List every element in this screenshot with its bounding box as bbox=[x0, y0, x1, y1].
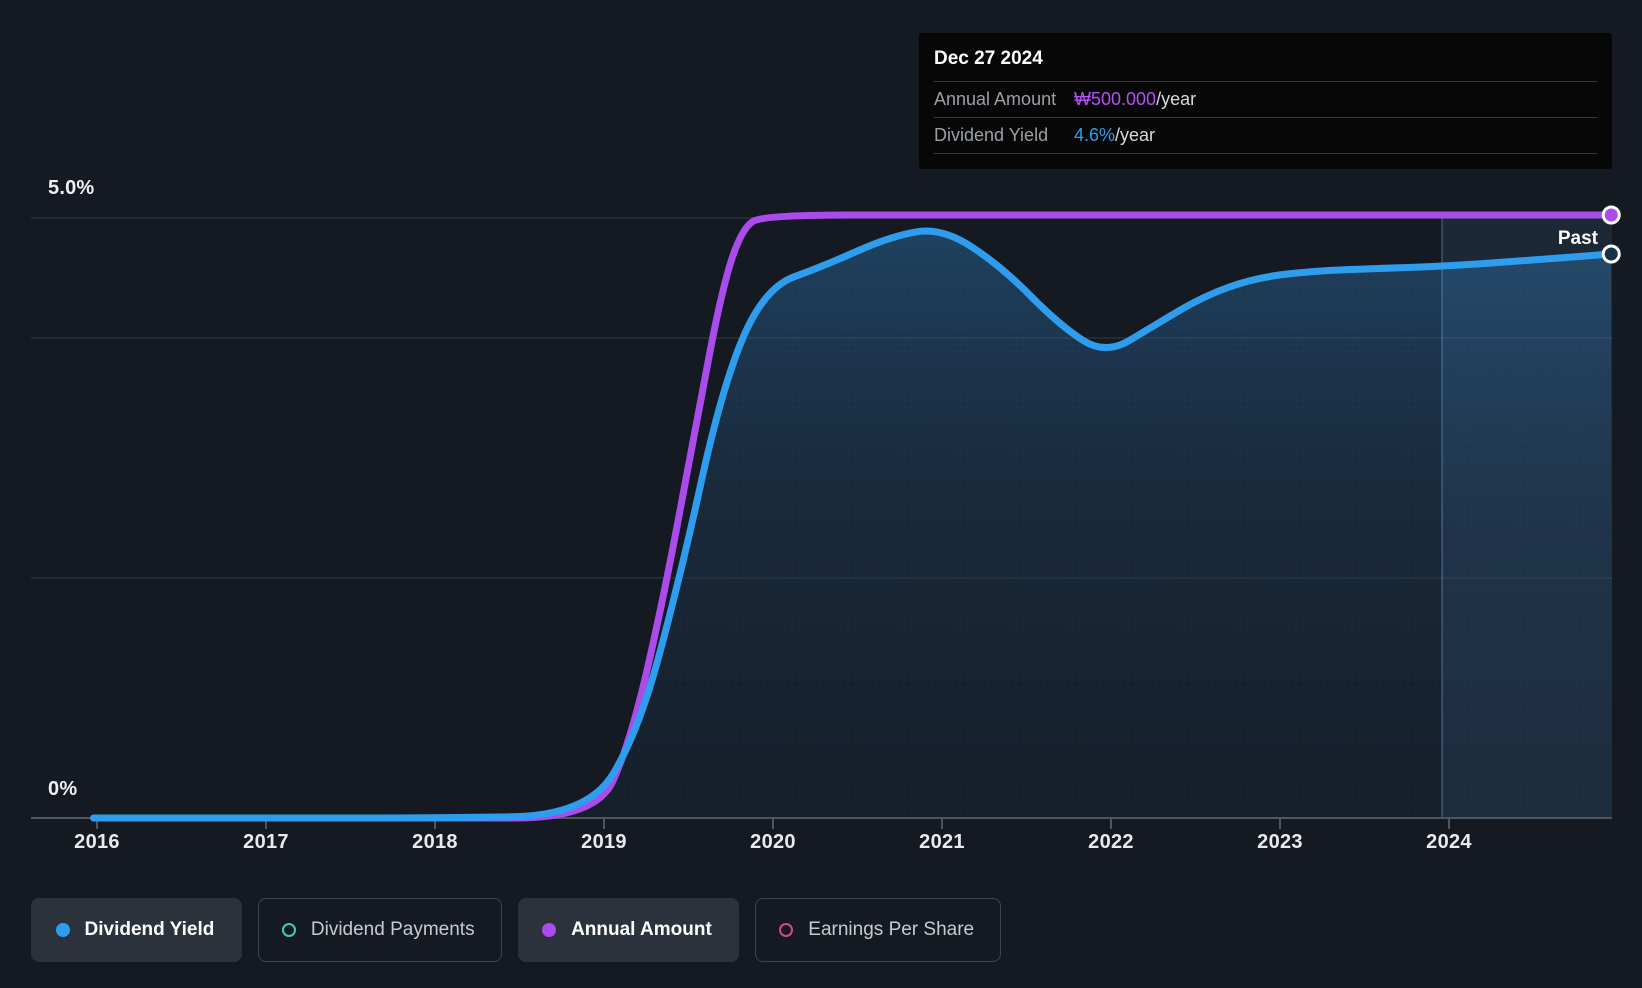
tooltip-row-dividend-yield: Dividend Yield 4.6%/year bbox=[934, 117, 1597, 153]
legend-label: Annual Amount bbox=[571, 919, 712, 940]
x-axis-label-2021: 2021 bbox=[919, 831, 965, 853]
legend-label: Dividend Yield bbox=[84, 919, 215, 940]
x-axis-label-2017: 2017 bbox=[243, 831, 289, 853]
tooltip-value-number: 4.6% bbox=[1074, 125, 1116, 145]
tooltip-label: Dividend Yield bbox=[934, 125, 1049, 145]
dividend-yield-marker-icon bbox=[55, 923, 70, 937]
tooltip-row-annual-amount: Annual Amount ₩500.000/year bbox=[934, 81, 1597, 117]
y-axis-label-zero: 0% bbox=[48, 778, 78, 800]
chart-legend: Dividend Yield Dividend Payments Annual Am… bbox=[31, 898, 1002, 962]
past-label: Past bbox=[1557, 228, 1598, 249]
legend-button-earnings-per-share[interactable]: Earnings Per Share bbox=[755, 898, 1002, 962]
dividend-payments-marker-icon bbox=[281, 923, 296, 937]
tooltip-value-suffix: /year bbox=[1156, 89, 1197, 109]
x-axis-label-2019: 2019 bbox=[581, 831, 627, 853]
tooltip-date: Dec 27 2024 bbox=[934, 48, 1043, 69]
tooltip-divider bbox=[934, 153, 1597, 154]
y-axis-label-max: 5.0% bbox=[48, 177, 95, 199]
x-axis-label-2022: 2022 bbox=[1088, 831, 1134, 853]
legend-button-dividend-payments[interactable]: Dividend Payments bbox=[257, 898, 502, 962]
tooltip-label: Annual Amount bbox=[934, 89, 1057, 109]
tooltip-value-number: ₩500.000 bbox=[1074, 89, 1157, 109]
x-axis-label-2024: 2024 bbox=[1426, 831, 1472, 853]
x-axis-label-2016: 2016 bbox=[74, 831, 120, 853]
legend-button-dividend-yield[interactable]: Dividend Yield bbox=[31, 898, 242, 962]
annual-amount-marker-icon bbox=[542, 923, 557, 937]
chart-tooltip: Dec 27 2024 Annual Amount ₩500.000/year … bbox=[919, 33, 1612, 169]
x-axis-label-2023: 2023 bbox=[1257, 831, 1303, 853]
tooltip-value: 4.6%/year bbox=[1074, 125, 1155, 146]
legend-button-annual-amount[interactable]: Annual Amount bbox=[517, 898, 740, 962]
legend-label: Dividend Payments bbox=[310, 919, 475, 940]
past-region-band bbox=[1442, 214, 1612, 818]
dividend-yield-end-marker[interactable] bbox=[1601, 244, 1621, 264]
x-axis-label-2018: 2018 bbox=[412, 831, 458, 853]
tooltip-value: ₩500.000/year bbox=[1074, 89, 1196, 110]
dividend-yield-line bbox=[90, 227, 1615, 822]
legend-label: Earnings Per Share bbox=[808, 919, 975, 940]
tooltip-value-suffix: /year bbox=[1115, 125, 1156, 145]
earnings-per-share-marker-icon bbox=[779, 923, 794, 937]
annual-amount-end-marker[interactable] bbox=[1601, 205, 1621, 225]
yield-area-texture bbox=[93, 231, 1613, 819]
x-axis-label-2020: 2020 bbox=[750, 831, 796, 853]
